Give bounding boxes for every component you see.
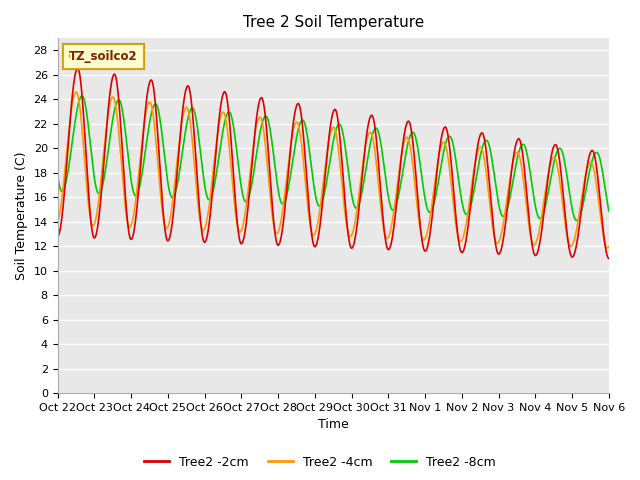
Tree2 -8cm xyxy=(349,200,357,205)
Tree2 -2cm xyxy=(207,199,215,205)
Tree2 -2cm xyxy=(572,246,579,252)
Tree2 -4cm xyxy=(604,245,611,251)
Line: Tree2 -8cm: Tree2 -8cm xyxy=(58,96,609,220)
Tree2 -8cm xyxy=(572,217,579,223)
Tree2 -8cm xyxy=(557,145,564,151)
Tree2 -2cm xyxy=(54,234,61,240)
Tree2 -4cm xyxy=(572,231,579,237)
Tree2 -8cm xyxy=(78,93,86,99)
X-axis label: Time: Time xyxy=(318,419,349,432)
Tree2 -4cm xyxy=(349,228,357,234)
Tree2 -8cm xyxy=(573,217,580,223)
Tree2 -4cm xyxy=(54,219,61,225)
Tree2 -4cm xyxy=(207,183,215,189)
Tree2 -2cm xyxy=(493,250,501,256)
Tree2 -4cm xyxy=(605,244,612,250)
Tree2 -4cm xyxy=(72,89,80,95)
Title: Tree 2 Soil Temperature: Tree 2 Soil Temperature xyxy=(243,15,424,30)
Tree2 -8cm xyxy=(54,172,61,178)
Line: Tree2 -4cm: Tree2 -4cm xyxy=(58,92,609,248)
Tree2 -2cm xyxy=(349,243,357,249)
Legend: TZ_soilco2: TZ_soilco2 xyxy=(63,44,144,69)
Tree2 -8cm xyxy=(605,208,612,214)
Tree2 -4cm xyxy=(493,240,501,246)
Line: Tree2 -2cm: Tree2 -2cm xyxy=(58,68,609,258)
Tree2 -2cm xyxy=(74,65,81,71)
Tree2 -8cm xyxy=(207,193,215,199)
Tree2 -2cm xyxy=(362,143,369,149)
Legend: Tree2 -2cm, Tree2 -4cm, Tree2 -8cm: Tree2 -2cm, Tree2 -4cm, Tree2 -8cm xyxy=(140,451,500,474)
Tree2 -2cm xyxy=(605,255,612,261)
Tree2 -8cm xyxy=(493,195,501,201)
Tree2 -2cm xyxy=(557,164,564,169)
Y-axis label: Soil Temperature (C): Soil Temperature (C) xyxy=(15,151,28,280)
Tree2 -8cm xyxy=(362,170,369,176)
Tree2 -4cm xyxy=(362,144,369,150)
Tree2 -4cm xyxy=(557,183,564,189)
